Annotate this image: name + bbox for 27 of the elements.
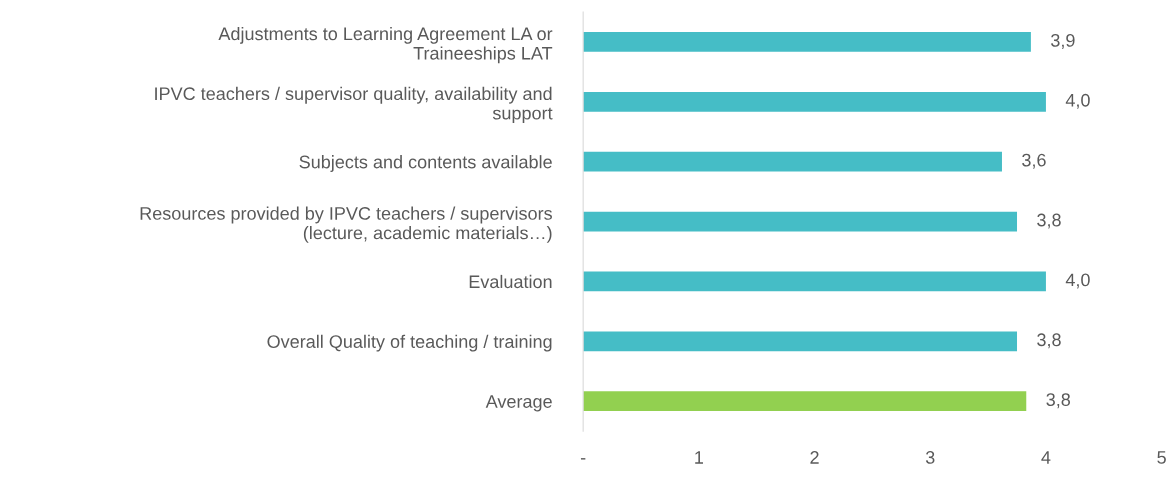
- bar: [583, 32, 1031, 52]
- data-label: 3,8: [1037, 333, 1061, 349]
- bar: [583, 271, 1046, 292]
- x-tick-label: 3: [925, 451, 935, 464]
- y-tick-label: IPVC teachers / supervisor quality, availability and support: [155, 86, 553, 124]
- y-tick-label: Evaluation: [469, 274, 552, 289]
- bar: [583, 331, 1018, 352]
- bar: [583, 91, 1046, 112]
- data-label: 3,9: [1051, 33, 1075, 49]
- data-label: 3,6: [1022, 153, 1046, 169]
- bar: [583, 391, 1027, 412]
- y-tick-label: Resources provided by IPVC teachers / supervisors (lecture, academic materials…): [140, 206, 552, 243]
- data-label: 3,8: [1037, 213, 1061, 229]
- x-tick-label: 1: [695, 451, 703, 464]
- y-tick-label: Adjustments to Learning Agreement LA or Traineeships LAT: [218, 26, 553, 64]
- bar: [583, 211, 1018, 232]
- data-label: 3,8: [1046, 393, 1071, 409]
- x-tick-label: -: [580, 458, 586, 460]
- y-tick-label: Average: [485, 395, 552, 412]
- y-tick-label: Subjects and contents available: [299, 155, 552, 172]
- x-tick-label: 4: [1041, 451, 1051, 464]
- data-label: 4,0: [1065, 93, 1090, 109]
- x-tick-label: 2: [810, 451, 819, 464]
- data-label: 4,0: [1065, 273, 1090, 289]
- bar: [583, 151, 1002, 172]
- x-tick-label: 5: [1157, 451, 1166, 464]
- y-tick-label: Overall Quality of teaching / training: [267, 334, 552, 352]
